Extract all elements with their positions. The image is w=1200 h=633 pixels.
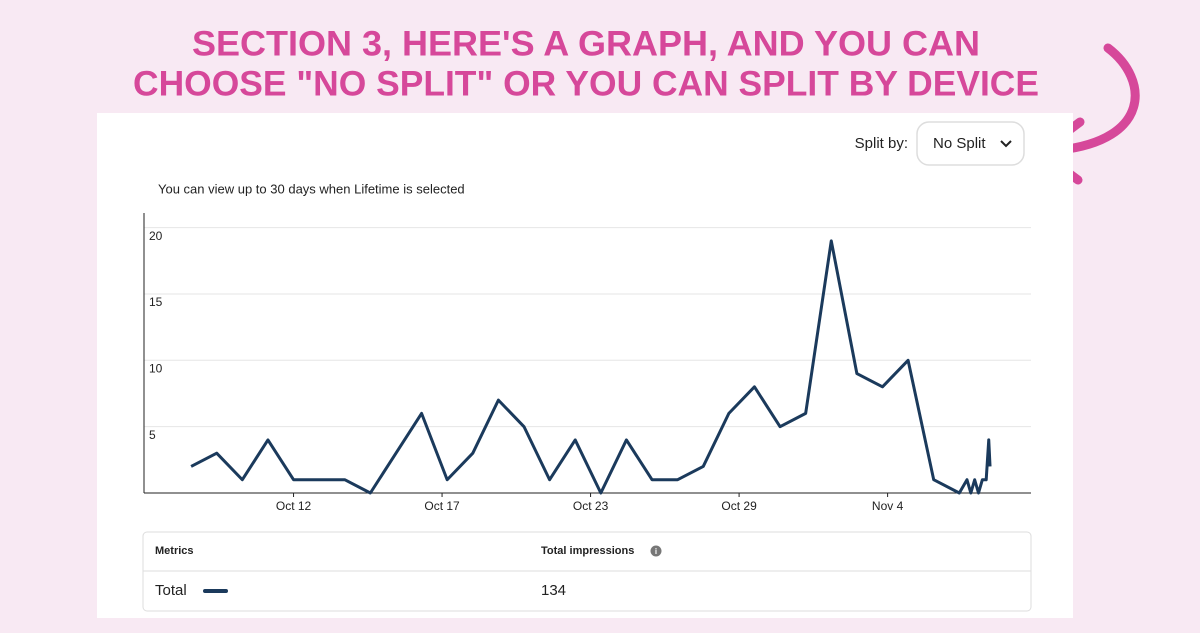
y-tick-label: 20 — [149, 229, 163, 243]
dropdown-chevron — [1000, 140, 1012, 148]
split-value[interactable]: No Split — [933, 135, 986, 152]
x-tick-label: Nov 4 — [872, 499, 904, 513]
heading-line: SECTION 3, HERE'S A GRAPH, AND YOU CAN — [192, 24, 980, 63]
x-tick-label: Oct 23 — [573, 499, 609, 513]
table-cell: Total — [155, 582, 187, 599]
line-series — [190, 239, 992, 495]
table-cell: 134 — [541, 582, 566, 599]
note: You can view up to 30 days when Lifetime… — [158, 181, 465, 196]
x-tick-label: Oct 17 — [424, 499, 460, 513]
table-header: Metrics — [155, 545, 194, 557]
info-icon[interactable] — [650, 545, 662, 557]
y-tick-label: 10 — [149, 361, 163, 375]
x-tick-label: Oct 29 — [721, 499, 757, 513]
y-tick-label: 5 — [149, 428, 156, 442]
table-header: Total impressions — [541, 545, 634, 557]
x-tick-label: Oct 12 — [276, 499, 312, 513]
info-icon-glyph: i — [655, 547, 657, 556]
split-dropdown[interactable] — [916, 121, 1025, 166]
split-label: Split by: — [855, 135, 908, 152]
heading-line: CHOOSE "NO SPLIT" OR YOU CAN SPLIT BY DE… — [133, 64, 1039, 103]
y-tick-label: 15 — [149, 295, 163, 309]
arrow — [1055, 43, 1140, 155]
